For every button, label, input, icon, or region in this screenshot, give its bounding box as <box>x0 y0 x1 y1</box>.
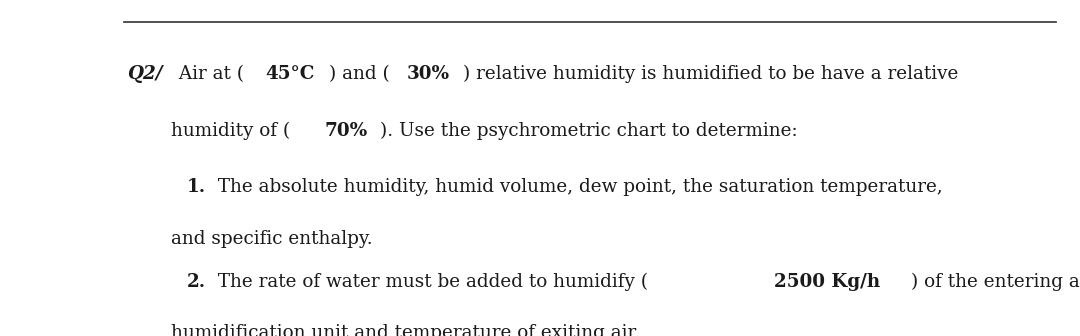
Text: and specific enthalpy.: and specific enthalpy. <box>171 229 373 248</box>
Text: 30%: 30% <box>407 65 450 83</box>
Text: 45°C: 45°C <box>265 65 314 83</box>
Text: ). Use the psychrometric chart to determine:: ). Use the psychrometric chart to determ… <box>380 122 798 140</box>
Text: Q2/: Q2/ <box>127 65 163 83</box>
Text: 2.: 2. <box>187 273 206 291</box>
Text: 1.: 1. <box>187 177 206 196</box>
Text: ) of the entering air to: ) of the entering air to <box>912 273 1080 291</box>
Text: 2500 Kg/h: 2500 Kg/h <box>774 273 880 291</box>
Text: ) and (: ) and ( <box>328 65 389 83</box>
Text: The rate of water must be added to humidify (: The rate of water must be added to humid… <box>212 273 648 291</box>
Text: The absolute humidity, humid volume, dew point, the saturation temperature,: The absolute humidity, humid volume, dew… <box>212 177 942 196</box>
Text: humidity of (: humidity of ( <box>171 122 289 140</box>
Text: Air at (: Air at ( <box>173 65 244 83</box>
Text: ) relative humidity is humidified to be have a relative: ) relative humidity is humidified to be … <box>462 65 958 83</box>
Text: 70%: 70% <box>324 122 367 140</box>
Text: humidification unit and temperature of exiting air.: humidification unit and temperature of e… <box>171 324 639 336</box>
